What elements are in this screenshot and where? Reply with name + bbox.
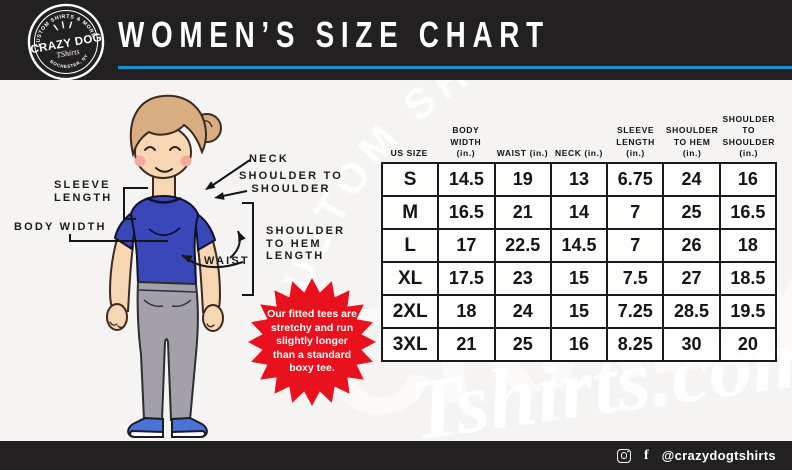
crazy-dog-logo: CUSTOM SHIRTS & MORE CRAZY DOG TShirts R… bbox=[27, 3, 105, 81]
fitted-tee-note-text: Our fitted tees are stretchy and run sli… bbox=[267, 307, 357, 375]
cell-size: L bbox=[383, 230, 440, 263]
cell-value: 19 bbox=[495, 164, 552, 197]
table-body: S 14.5 19 13 6.75 24 16 M 16.5 21 14 7 2… bbox=[381, 162, 777, 362]
cell-value: 17.5 bbox=[439, 263, 496, 296]
logo-script-text: TShirts bbox=[56, 47, 80, 60]
col-header-shoulder-to-hem: SHOULDER TO HEM (in.) bbox=[665, 125, 719, 159]
cell-value: 30 bbox=[664, 329, 721, 362]
cell-value: 6.75 bbox=[608, 164, 665, 197]
cell-value: 8.25 bbox=[608, 329, 665, 362]
starburst-icon bbox=[248, 278, 376, 406]
cell-value: 23 bbox=[495, 263, 552, 296]
col-header-body-width: BODY WIDTH (in.) bbox=[450, 125, 482, 159]
cell-value: 17 bbox=[439, 230, 496, 263]
cell-value: 18.5 bbox=[720, 263, 777, 296]
table-header-row: US SIZE BODY WIDTH (in.) WAIST (in.) NEC… bbox=[381, 114, 777, 162]
cell-value: 21 bbox=[439, 329, 496, 362]
instagram-icon[interactable] bbox=[617, 448, 631, 463]
col-header-us-size: US SIZE bbox=[390, 148, 428, 159]
logo-rays-icon bbox=[53, 21, 73, 31]
cell-value: 20 bbox=[720, 329, 777, 362]
label-neck: NECK bbox=[249, 153, 289, 165]
cell-size: XL bbox=[383, 263, 440, 296]
col-header-sleeve-length: SLEEVE LENGTH (in.) bbox=[616, 125, 655, 159]
label-sleeve-length: SLEEVE LENGTH bbox=[54, 179, 113, 204]
cell-value: 7 bbox=[608, 197, 665, 230]
cell-value: 14 bbox=[551, 197, 609, 230]
cell-size: 3XL bbox=[383, 329, 440, 362]
cell-value: 14.5 bbox=[551, 230, 609, 263]
cell-value: 7.5 bbox=[608, 263, 665, 296]
cell-value: 25 bbox=[495, 329, 552, 362]
page-title: WOMEN’S SIZE CHART bbox=[118, 15, 550, 56]
cell-value: 19.5 bbox=[720, 296, 777, 329]
cell-value: 25 bbox=[664, 197, 721, 230]
cell-value: 26 bbox=[664, 230, 721, 263]
label-body-width: BODY WIDTH bbox=[14, 221, 107, 233]
cell-value: 22.5 bbox=[495, 230, 552, 263]
cell-value: 7.25 bbox=[608, 296, 665, 329]
col-header-shoulder-to-shoulder: SHOULDER TO SHOULDER (in.) bbox=[722, 114, 775, 159]
social-handle[interactable]: @crazydogtshirts bbox=[661, 448, 776, 463]
col-header-waist: WAIST (in.) bbox=[496, 148, 549, 159]
cell-value: 16.5 bbox=[720, 197, 777, 230]
cell-value: 16.5 bbox=[439, 197, 496, 230]
label-waist: WAIST bbox=[204, 255, 250, 267]
cell-size: S bbox=[383, 164, 440, 197]
cell-value: 15 bbox=[551, 296, 609, 329]
cell-value: 14.5 bbox=[439, 164, 496, 197]
col-header-neck: NECK (in.) bbox=[554, 148, 603, 159]
cell-value: 21 bbox=[495, 197, 552, 230]
cell-value: 13 bbox=[551, 164, 609, 197]
cell-value: 16 bbox=[720, 164, 777, 197]
fitted-tee-note-badge: Our fitted tees are stretchy and run sli… bbox=[247, 277, 377, 407]
cell-value: 18 bbox=[439, 296, 496, 329]
cell-value: 27 bbox=[664, 263, 721, 296]
cell-size: 2XL bbox=[383, 296, 440, 329]
label-shoulder-to-shoulder: SHOULDER TO SHOULDER bbox=[238, 170, 344, 195]
cell-value: 18 bbox=[720, 230, 777, 263]
starburst-shape bbox=[248, 278, 376, 406]
cell-value: 15 bbox=[551, 263, 609, 296]
cell-value: 7 bbox=[608, 230, 665, 263]
cell-value: 16 bbox=[551, 329, 609, 362]
label-shoulder-to-hem-length: SHOULDER TO HEM LENGTH bbox=[266, 225, 346, 263]
header-bar: CUSTOM SHIRTS & MORE CRAZY DOG TShirts R… bbox=[0, 0, 792, 81]
footer-bar: f @crazydogtshirts bbox=[0, 441, 792, 470]
size-chart-table: US SIZE BODY WIDTH (in.) WAIST (in.) NEC… bbox=[381, 114, 777, 362]
facebook-icon[interactable]: f bbox=[644, 447, 649, 463]
cell-value: 28.5 bbox=[664, 296, 721, 329]
cell-value: 24 bbox=[495, 296, 552, 329]
cell-value: 24 bbox=[664, 164, 721, 197]
cell-size: M bbox=[383, 197, 440, 230]
title-underline: WOMEN’S SIZE CHART bbox=[118, 0, 792, 69]
